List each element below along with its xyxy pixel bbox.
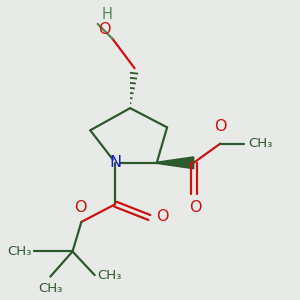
Text: N: N [109,155,122,170]
Polygon shape [157,157,194,169]
Text: O: O [98,22,111,37]
Text: O: O [214,119,226,134]
Text: CH₃: CH₃ [248,137,273,150]
Text: CH₃: CH₃ [38,282,62,295]
Text: CH₃: CH₃ [98,268,122,282]
Text: O: O [156,208,168,224]
Text: O: O [74,200,86,214]
Text: CH₃: CH₃ [7,245,31,258]
Text: H: H [102,8,113,22]
Text: O: O [189,200,201,215]
